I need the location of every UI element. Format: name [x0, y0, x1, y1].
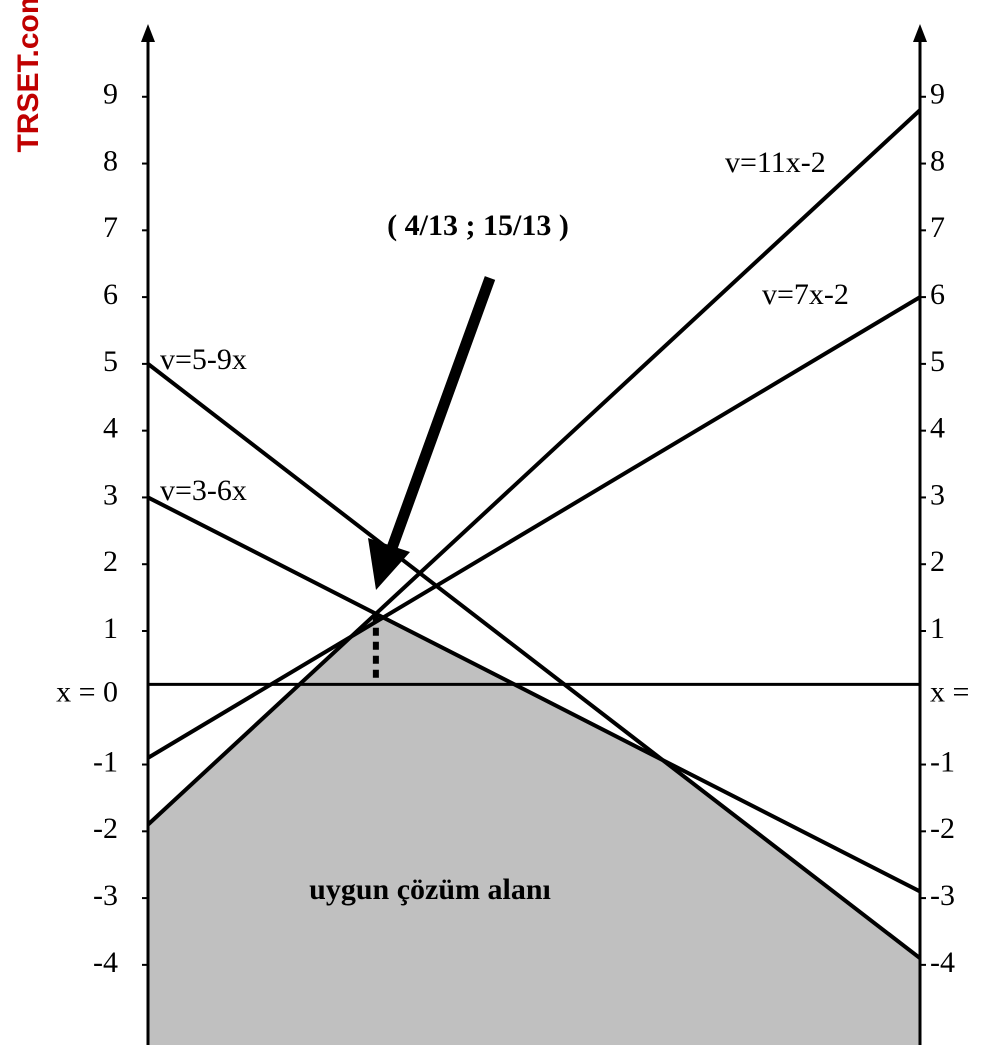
- reference-label: x = 0: [56, 675, 118, 708]
- y2-tick-label: 9: [930, 78, 945, 111]
- y-tick-label: 1: [103, 612, 118, 645]
- y2-tick-label: -4: [930, 946, 955, 979]
- constraint-line: [146, 362, 922, 960]
- right-axis-arrow: [913, 24, 927, 42]
- y-tick-label: -4: [93, 946, 118, 979]
- y2-tick-label: 3: [930, 478, 945, 511]
- y-tick-label: 6: [103, 278, 118, 311]
- pointer-arrow: [386, 276, 496, 550]
- y-tick-label: 2: [103, 545, 118, 578]
- region-label: uygun çözüm alanı: [309, 873, 551, 906]
- y2-tick-label: 2: [930, 545, 945, 578]
- y2-tick-label: 5: [930, 345, 945, 378]
- lines-layer: [146, 108, 922, 960]
- feasible-region-layer: [148, 613, 920, 1045]
- y-tick-label: 9: [103, 78, 118, 111]
- line-label: v=5-9x: [160, 343, 247, 376]
- y2-tick-label: 4: [930, 412, 945, 445]
- point-label: ( 4/13 ; 15/13 ): [387, 209, 569, 242]
- y-tick-label: 5: [103, 345, 118, 378]
- left-axis-arrow: [141, 24, 155, 42]
- y2-tick-label: -1: [930, 745, 955, 778]
- y2-tick-label: -3: [930, 879, 955, 912]
- y-tick-label: -3: [93, 879, 118, 912]
- y2-tick-label: -2: [930, 812, 955, 845]
- constraint-line: [147, 495, 921, 894]
- watermark: TRSET.com: [12, 0, 45, 153]
- y-tick-label: -2: [93, 812, 118, 845]
- y-tick-label: 3: [103, 478, 118, 511]
- y-tick-label: 4: [103, 412, 118, 445]
- y2-tick-label: 6: [930, 278, 945, 311]
- constraint-line: [146, 108, 922, 827]
- constraint-line: [146, 295, 922, 760]
- line-label: v=3-6x: [160, 474, 247, 507]
- y2-tick-label: 7: [930, 211, 945, 244]
- reference-label: x =: [930, 675, 969, 708]
- pointer-arrowhead: [368, 538, 410, 590]
- y2-tick-label: 1: [930, 612, 945, 645]
- y2-tick-label: 8: [930, 144, 945, 177]
- line-label: v=11x-2: [725, 146, 826, 179]
- y-tick-label: 8: [103, 144, 118, 177]
- line-label: v=7x-2: [762, 278, 849, 311]
- y-tick-label: -1: [93, 745, 118, 778]
- y-tick-label: 7: [103, 211, 118, 244]
- feasible-region: [148, 613, 920, 1045]
